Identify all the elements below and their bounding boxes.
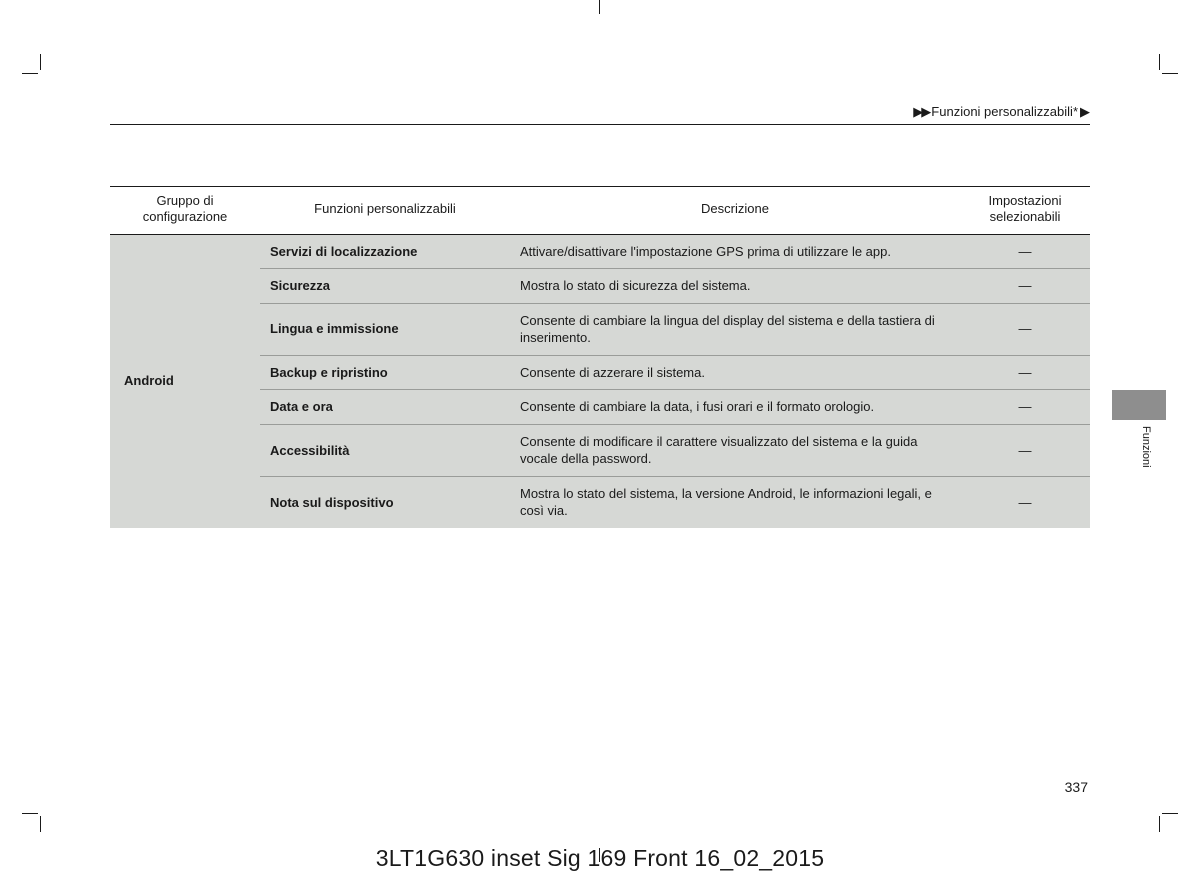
func-cell: Data e ora <box>260 390 510 425</box>
sel-cell: — <box>960 424 1090 476</box>
sel-cell: — <box>960 269 1090 304</box>
document-page: ▶▶Funzioni personalizzabili*▶ Gruppo di … <box>0 0 1200 896</box>
desc-cell: Mostra lo stato del sistema, la versione… <box>510 476 960 528</box>
desc-cell: Mostra lo stato di sicurezza del sistema… <box>510 269 960 304</box>
footer-imprint: 3LT1G630 inset Sig 169 Front 16_02_2015 <box>0 845 1200 872</box>
group-cell: Android <box>110 234 260 528</box>
breadcrumb: ▶▶Funzioni personalizzabili*▶ <box>913 104 1088 120</box>
col-header-desc: Descrizione <box>510 187 960 235</box>
table-header-row: Gruppo di configurazione Funzioni person… <box>110 187 1090 235</box>
func-cell: Servizi di localizzazione <box>260 234 510 269</box>
func-cell: Accessibilità <box>260 424 510 476</box>
side-tab-label: Funzioni <box>1140 426 1152 468</box>
content-area: Gruppo di configurazione Funzioni person… <box>110 186 1090 528</box>
desc-cell: Consente di modificare il carattere visu… <box>510 424 960 476</box>
sel-cell: — <box>960 390 1090 425</box>
col-header-group: Gruppo di configurazione <box>110 187 260 235</box>
sel-cell: — <box>960 355 1090 390</box>
crop-tick-top <box>599 0 600 14</box>
side-tab-box <box>1112 390 1166 420</box>
func-cell: Sicurezza <box>260 269 510 304</box>
breadcrumb-label: Funzioni personalizzabili <box>931 104 1073 119</box>
desc-cell: Consente di azzerare il sistema. <box>510 355 960 390</box>
settings-table: Gruppo di configurazione Funzioni person… <box>110 186 1090 528</box>
sel-cell: — <box>960 303 1090 355</box>
table-row: Android Servizi di localizzazione Attiva… <box>110 234 1090 269</box>
func-cell: Backup e ripristino <box>260 355 510 390</box>
sel-cell: — <box>960 234 1090 269</box>
desc-cell: Consente di cambiare la lingua del displ… <box>510 303 960 355</box>
sel-cell: — <box>960 476 1090 528</box>
desc-cell: Attivare/disattivare l'impostazione GPS … <box>510 234 960 269</box>
header-rule <box>110 124 1090 125</box>
func-cell: Nota sul dispositivo <box>260 476 510 528</box>
breadcrumb-prefix-icon: ▶▶ <box>913 104 929 119</box>
col-header-sel: Impostazioni selezionabili <box>960 187 1090 235</box>
col-header-func: Funzioni personalizzabili <box>260 187 510 235</box>
breadcrumb-suffix-icon: ▶ <box>1080 104 1088 119</box>
desc-cell: Consente di cambiare la data, i fusi ora… <box>510 390 960 425</box>
func-cell: Lingua e immissione <box>260 303 510 355</box>
breadcrumb-asterisk: * <box>1073 104 1078 119</box>
page-number: 337 <box>1065 779 1088 795</box>
